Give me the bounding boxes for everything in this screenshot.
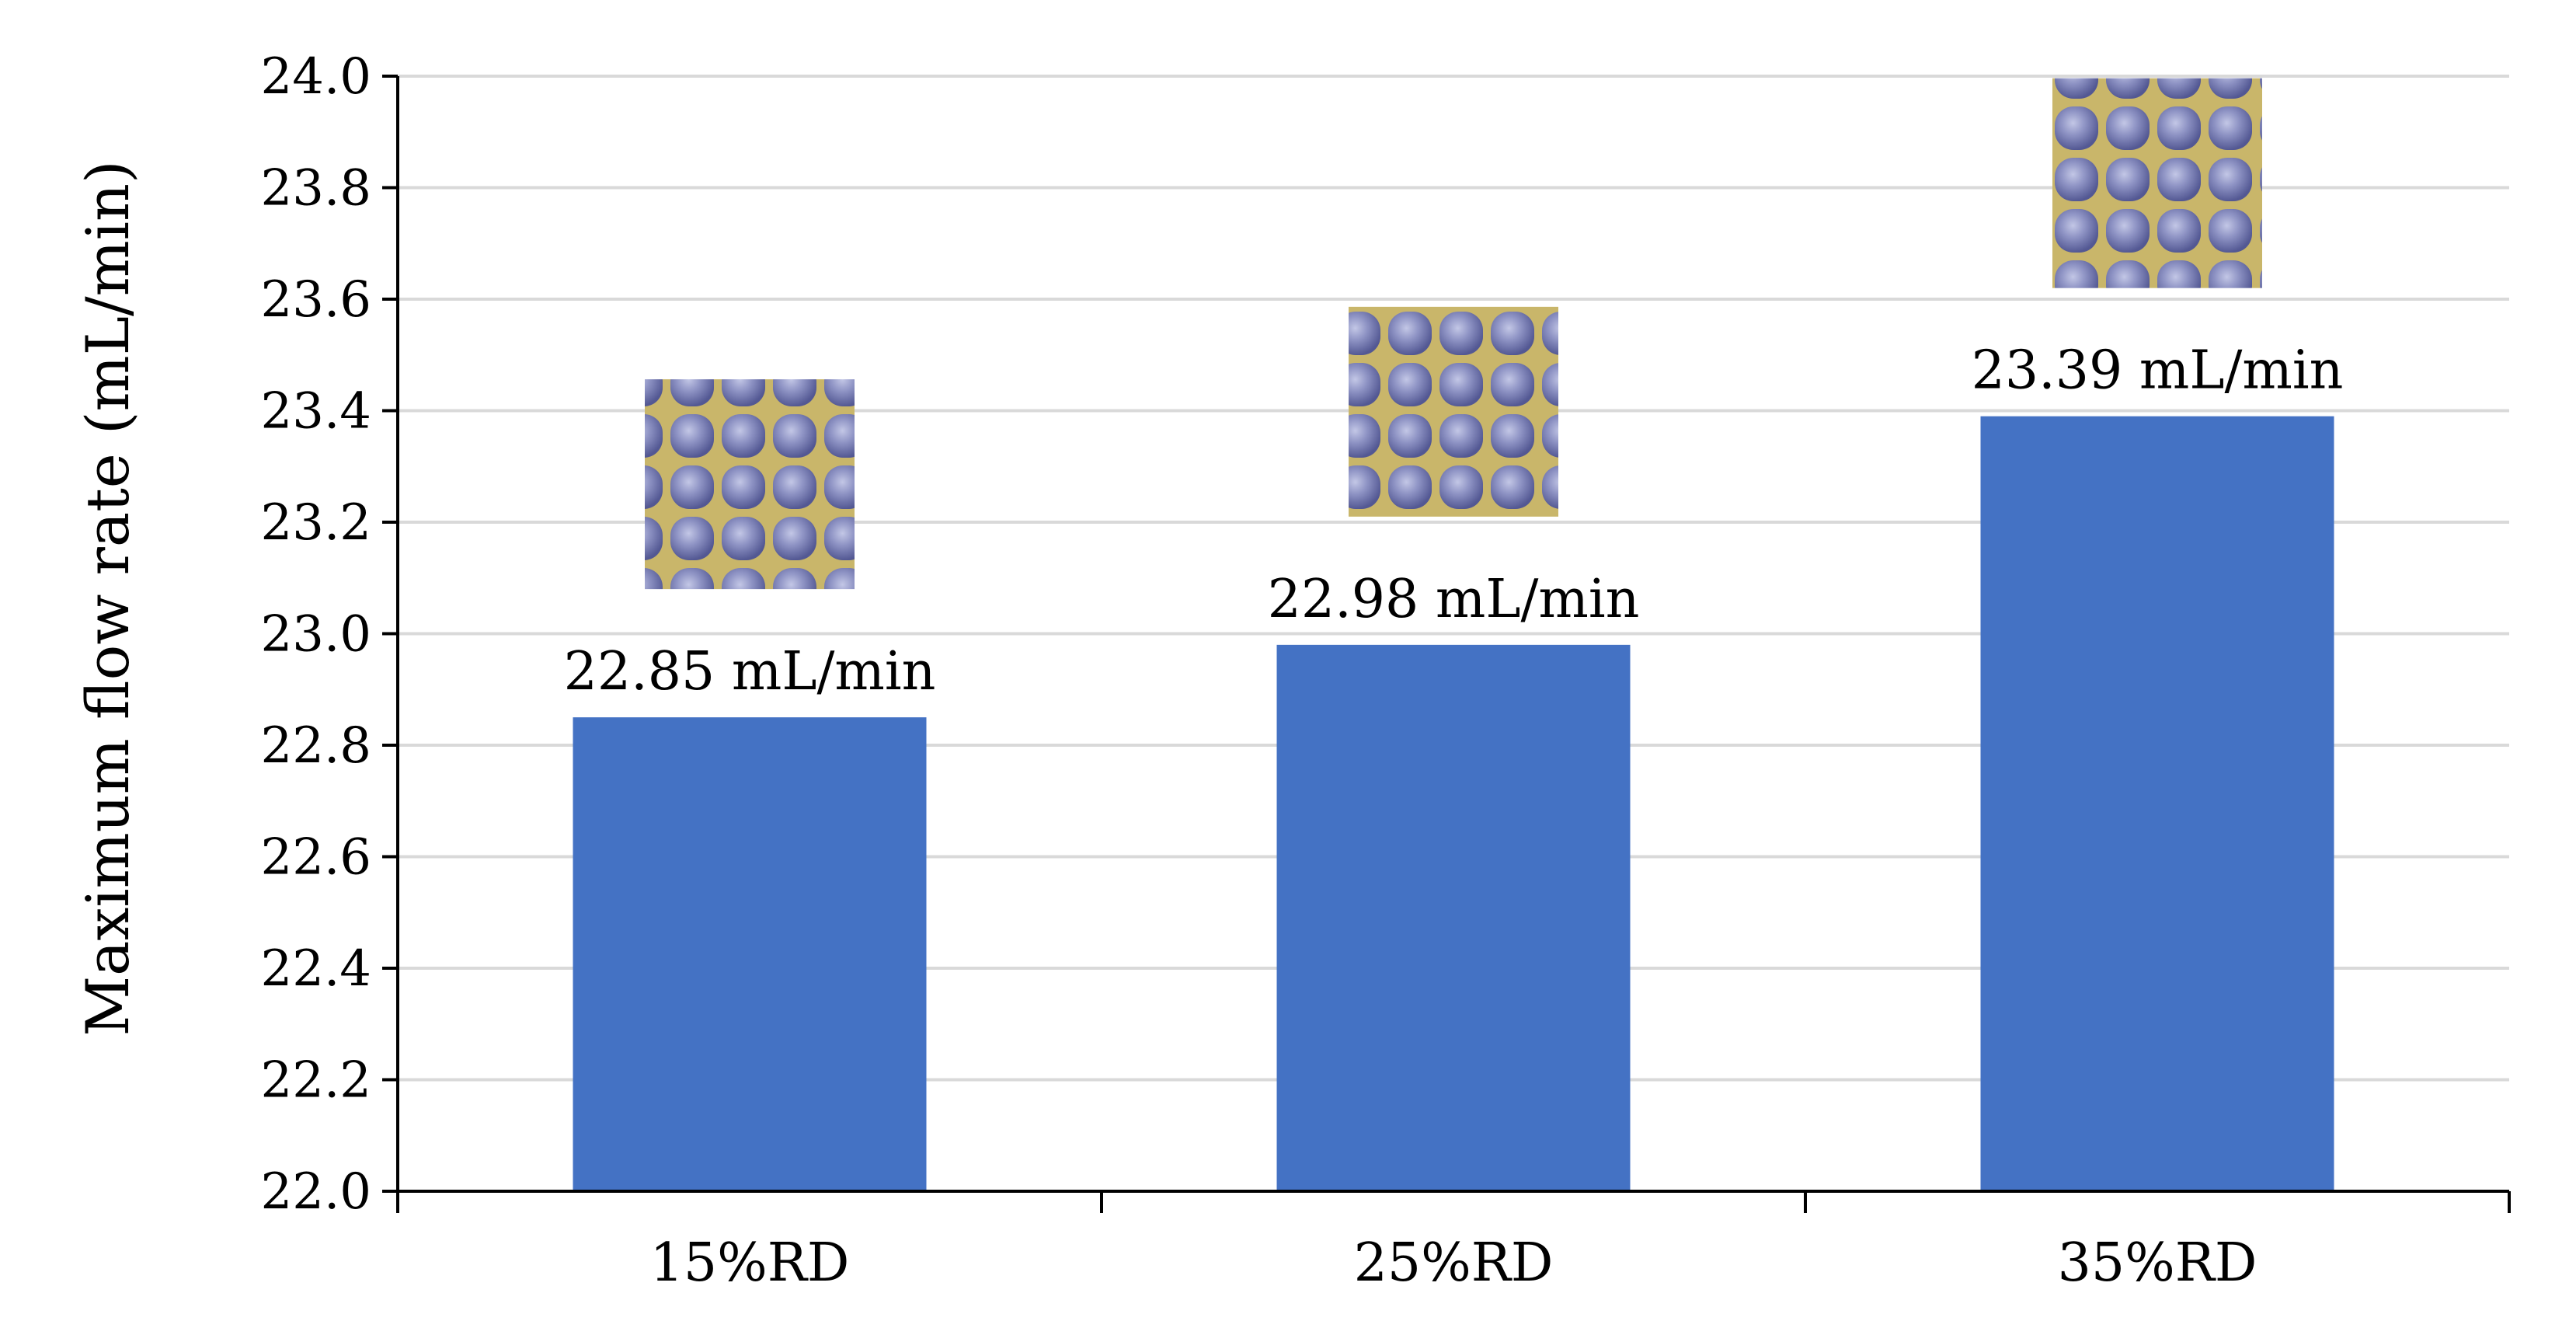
bars (573, 416, 2334, 1191)
bar (1980, 416, 2334, 1191)
y-tick-label: 22.6 (261, 829, 372, 887)
y-tick-label: 23.8 (261, 160, 372, 218)
y-tick-label: 22.2 (261, 1052, 372, 1110)
lattice-inset-image (645, 379, 855, 590)
x-category-label: 15%RD (650, 1232, 850, 1294)
x-axis: 15%RD 25%RD 35%RD (396, 1190, 2511, 1294)
y-axis-title: Maximum flow rate (mL/min) (73, 160, 142, 1036)
bar (1276, 644, 1631, 1191)
lattice-inset-image (1349, 306, 1558, 517)
y-tick-label: 23.2 (261, 494, 372, 552)
data-label: 22.85 mL/min (564, 641, 936, 702)
data-label: 22.98 mL/min (1268, 569, 1640, 630)
y-tick-label: 24.0 (261, 48, 372, 106)
y-tick-label: 22.0 (261, 1163, 372, 1221)
y-tick-label: 23.0 (261, 606, 372, 664)
y-tick-label: 22.4 (261, 940, 372, 998)
data-labels: 22.85 mL/min 22.98 mL/min 23.39 mL/min (564, 340, 2344, 702)
x-category-label: 25%RD (1354, 1232, 1554, 1294)
y-axis-ticks: 22.0 22.2 22.4 22.6 22.8 23.0 23.2 23.4 23.6 23.8… (261, 48, 398, 1221)
lattice-inset-image (2052, 78, 2262, 288)
y-tick-label: 22.8 (261, 717, 372, 775)
x-category-label: 35%RD (2058, 1232, 2257, 1294)
y-tick-label: 23.4 (261, 383, 372, 441)
bar (573, 717, 927, 1191)
inset-images (645, 78, 2262, 590)
y-tick-label: 23.6 (261, 271, 372, 329)
data-label: 23.39 mL/min (1972, 340, 2344, 402)
